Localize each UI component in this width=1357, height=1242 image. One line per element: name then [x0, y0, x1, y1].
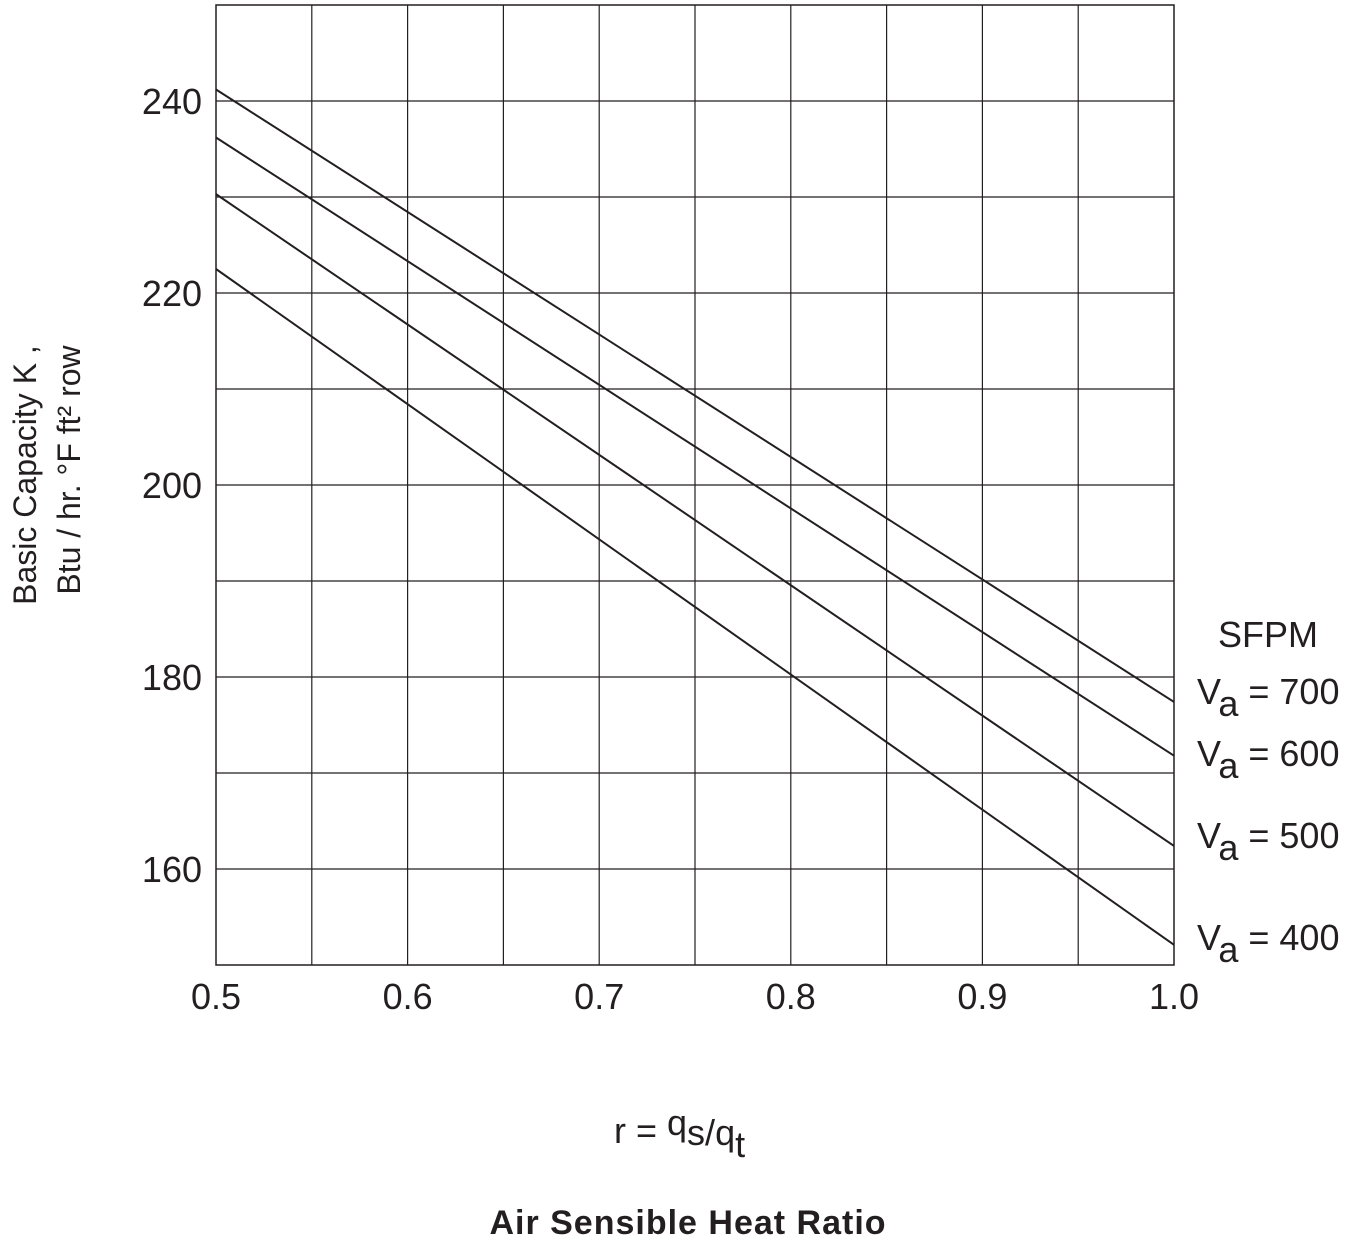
series-line: [215, 136, 1175, 757]
y-axis-label-line-1: Basic Capacity K ,: [7, 345, 43, 605]
x-axis-label-slash: /: [705, 1112, 715, 1153]
x-axis-label: r = qs/qt: [614, 1102, 745, 1165]
series-line: [215, 268, 1175, 946]
x-axis-label-sub1: s: [687, 1112, 705, 1153]
y-tick-labels: 160 180 200 220 240: [142, 81, 202, 890]
legend-title: SFPM: [1218, 614, 1318, 655]
y-tick-label: 160: [142, 849, 202, 890]
x-axis-label-sub2: t: [735, 1124, 745, 1165]
x-tick-label: 0.7: [574, 976, 624, 1017]
y-axis-label: Basic Capacity K , Btu / hr. °F ft² row: [7, 344, 87, 604]
x-tick-labels: 0.5 0.6 0.7 0.8 0.9 1.0: [191, 976, 1199, 1017]
y-axis-label-line-2: Btu / hr. °F ft² row: [51, 344, 87, 594]
y-tick-label: 240: [142, 81, 202, 122]
x-axis-label-q2: q: [715, 1112, 735, 1153]
y-tick-label: 220: [142, 273, 202, 314]
plot-frame: [215, 4, 1175, 966]
x-axis-label-prefix: r =: [614, 1110, 667, 1151]
grid: [216, 5, 1174, 965]
series-line: [215, 88, 1175, 703]
x-axis-label-q1: q: [667, 1102, 687, 1143]
series-line: [215, 193, 1175, 847]
chart-title: Air Sensible Heat Ratio: [489, 1204, 886, 1242]
legend: Va = 700 Va = 600 Va = 500 Va = 400: [1197, 671, 1339, 970]
x-tick-label: 0.5: [191, 976, 241, 1017]
x-tick-label: 0.8: [766, 976, 816, 1017]
legend-label: Va = 500: [1197, 815, 1339, 868]
x-tick-label: 1.0: [1149, 976, 1199, 1017]
legend-label: Va = 700: [1197, 671, 1339, 724]
y-tick-label: 200: [142, 465, 202, 506]
plot-area-border: [215, 4, 1175, 966]
x-tick-label: 0.6: [383, 976, 433, 1017]
y-tick-label: 180: [142, 657, 202, 698]
legend-label: Va = 400: [1197, 917, 1339, 970]
series-lines: [215, 88, 1175, 946]
legend-label: Va = 600: [1197, 733, 1339, 786]
x-tick-label: 0.9: [957, 976, 1007, 1017]
